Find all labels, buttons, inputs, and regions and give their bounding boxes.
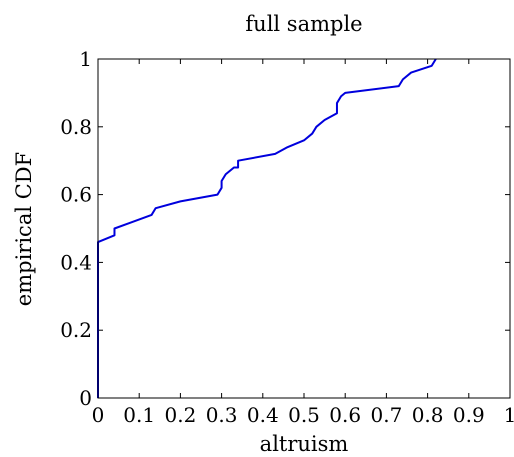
plot-frame (97, 58, 511, 399)
y-tick-label: 0.2 (60, 318, 92, 342)
x-tick-label: 0.1 (123, 403, 155, 427)
cdf-series-line (97, 58, 437, 398)
y-axis-label: empirical CDF (12, 152, 36, 306)
x-tick-label: 0.2 (164, 403, 196, 427)
x-tick-label: 0.6 (329, 403, 361, 427)
y-tick-label: 0 (79, 386, 92, 410)
y-tick-label: 1 (79, 47, 92, 71)
x-axis-label: altruism (260, 432, 349, 456)
x-axis-ticks: 0 0.1 0.2 0.3 0.4 0.5 0.6 0.7 0.8 0.9 1 (92, 59, 514, 427)
chart-title: full sample (245, 12, 362, 36)
x-tick-label: 0.4 (247, 403, 279, 427)
x-tick-label: 0 (92, 403, 105, 427)
y-axis-ticks: 0 0.2 0.4 0.6 0.8 1 (60, 47, 510, 410)
x-tick-label: 0.3 (206, 403, 238, 427)
x-tick-label: 0.8 (412, 403, 444, 427)
y-tick-label: 0.8 (60, 115, 92, 139)
y-tick-label: 0.4 (60, 250, 92, 274)
y-tick-label: 0.6 (60, 183, 92, 207)
x-tick-label: 0.7 (370, 403, 402, 427)
x-tick-label: 0.5 (288, 403, 320, 427)
x-tick-label: 0.9 (453, 403, 485, 427)
series-group (97, 58, 437, 398)
x-tick-label: 1 (504, 403, 514, 427)
